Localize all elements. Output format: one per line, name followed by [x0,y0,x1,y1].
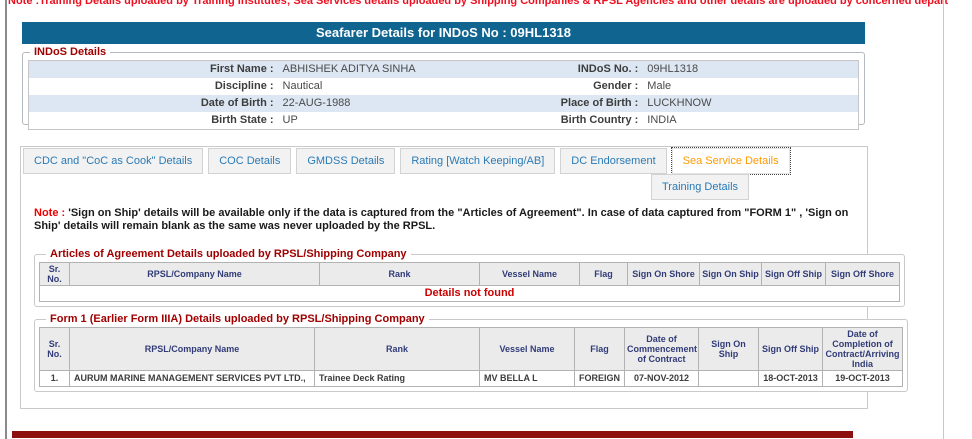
tab-cdc-coc-as-cook-details[interactable]: CDC and "CoC as Cook" Details [23,148,204,174]
articles-col-vessel: Vessel Name [479,262,580,286]
tab-sea-service-details[interactable]: Sea Service Details [670,147,791,175]
articles-table: Sr. No. RPSL/Company Name Rank Vessel Na… [39,262,900,302]
details-not-found-message: Details not found [39,285,900,302]
gender-label: Gender : [593,80,639,92]
articles-col-company: RPSL/Company Name [69,262,320,286]
form1-sign-off-ship: 18-OCT-2013 [758,370,823,387]
birth-country-label: Birth Country : [560,114,639,126]
indos-no-value: 09HL1318 [647,63,699,75]
form1-date-completion: 19-OCT-2013 [822,370,903,387]
articles-col-sign-on-ship: Sign On Ship [699,262,762,286]
birth-state-value: UP [282,114,298,126]
form1-header-row: Sr. No. RPSL/Company Name Rank Vessel Na… [39,327,903,371]
articles-col-sign-off-ship: Sign Off Ship [761,262,826,286]
birth-country-value: INDIA [647,114,677,126]
page-left-border [5,0,7,439]
date-of-birth-label: Date of Birth : [200,97,274,109]
form1-col-sign-on-ship: Sign On Ship [698,327,759,371]
indos-details-legend: INDoS Details [34,46,107,58]
indos-row-2: Discipline : Nautical Gender : Male [29,78,858,95]
place-of-birth-label: Place of Birth : [560,97,639,109]
bottom-maroon-bar [12,431,853,438]
form1-col-sr-no: Sr. No. [39,327,70,371]
articles-col-sign-on-shore: Sign On Shore [627,262,700,286]
tab-gmdss-details[interactable]: GMDSS Details [296,148,396,174]
discipline-value: Nautical [282,80,323,92]
indos-details-fieldset: INDoS Details First Name : ABHISHEK ADIT… [22,46,865,130]
articles-legend: Articles of Agreement Details uploaded b… [50,248,407,260]
articles-col-rank: Rank [319,262,480,286]
discipline-label: Discipline : [214,80,274,92]
form1-col-rank: Rank [314,327,480,371]
form1-col-date-commencement: Date of Commencement of Contract [624,327,699,371]
form1-col-vessel: Vessel Name [479,327,575,371]
note-label: Note : [34,207,66,219]
form1-vessel-name: MV BELLA L [479,370,575,387]
form1-col-date-completion: Date of Completion of Contract/Arriving … [822,327,903,371]
form1-sr-no: 1. [39,370,70,387]
tab-coc-details[interactable]: COC Details [208,148,292,174]
sign-on-ship-note: Note : 'Sign on Ship' details will be av… [34,207,860,233]
place-of-birth-value: LUCKHNOW [647,97,712,109]
form1-rank: Trainee Deck Rating [314,370,480,387]
form1-data-row: 1. AURUM MARINE MANAGEMENT SERVICES PVT … [39,370,903,387]
upload-disclaimer-note: Note :Training Details uploaded by Train… [8,0,948,7]
articles-col-flag: Flag [579,262,628,286]
form1-company-name: AURUM MARINE MANAGEMENT SERVICES PVT LTD… [69,370,315,387]
tab-training-details[interactable]: Training Details [651,174,750,200]
indos-row-3: Date of Birth : 22-AUG-1988 Place of Bir… [29,95,858,112]
form1-table: Sr. No. RPSL/Company Name Rank Vessel Na… [39,327,903,387]
articles-col-sr-no: Sr. No. [39,262,70,286]
articles-empty-row: Details not found [39,285,900,302]
tab-rating-watch-keeping-ab[interactable]: Rating [Watch Keeping/AB] [400,148,556,174]
gender-value: Male [647,80,672,92]
tab-content-panel: CDC and "CoC as Cook" Details COC Detail… [20,146,908,409]
articles-col-sign-off-shore: Sign Off Shore [825,262,900,286]
indos-no-label: INDoS No. : [577,63,639,75]
articles-header-row: Sr. No. RPSL/Company Name Rank Vessel Na… [39,262,900,286]
form1-flag: FOREIGN [574,370,625,387]
form1-sign-on-ship [698,370,759,387]
form1-fieldset: Form 1 (Earlier Form IIIA) Details uploa… [34,313,908,392]
form1-date-commencement: 07-NOV-2012 [624,370,699,387]
indos-details-table: First Name : ABHISHEK ADITYA SINHA INDoS… [28,60,859,130]
page-title: Seafarer Details for INDoS No : 09HL1318 [22,22,865,44]
form1-col-flag: Flag [574,327,625,371]
form1-col-company: RPSL/Company Name [69,327,315,371]
articles-of-agreement-fieldset: Articles of Agreement Details uploaded b… [34,248,905,307]
form1-col-sign-off-ship: Sign Off Ship [758,327,823,371]
first-name-label: First Name : [209,63,274,75]
indos-row-1: First Name : ABHISHEK ADITYA SINHA INDoS… [29,61,858,78]
indos-row-4: Birth State : UP Birth Country : INDIA [29,112,858,129]
first-name-value: ABHISHEK ADITYA SINHA [282,63,416,75]
page-right-border [943,0,944,439]
tab-dc-endorsement[interactable]: DC Endorsement [560,148,667,174]
note-text: 'Sign on Ship' details will be available… [34,207,849,232]
date-of-birth-value: 22-AUG-1988 [282,97,351,109]
form1-legend: Form 1 (Earlier Form IIIA) Details uploa… [50,313,425,325]
birth-state-label: Birth State : [211,114,274,126]
tab-strip: CDC and "CoC as Cook" Details COC Detail… [23,147,791,175]
